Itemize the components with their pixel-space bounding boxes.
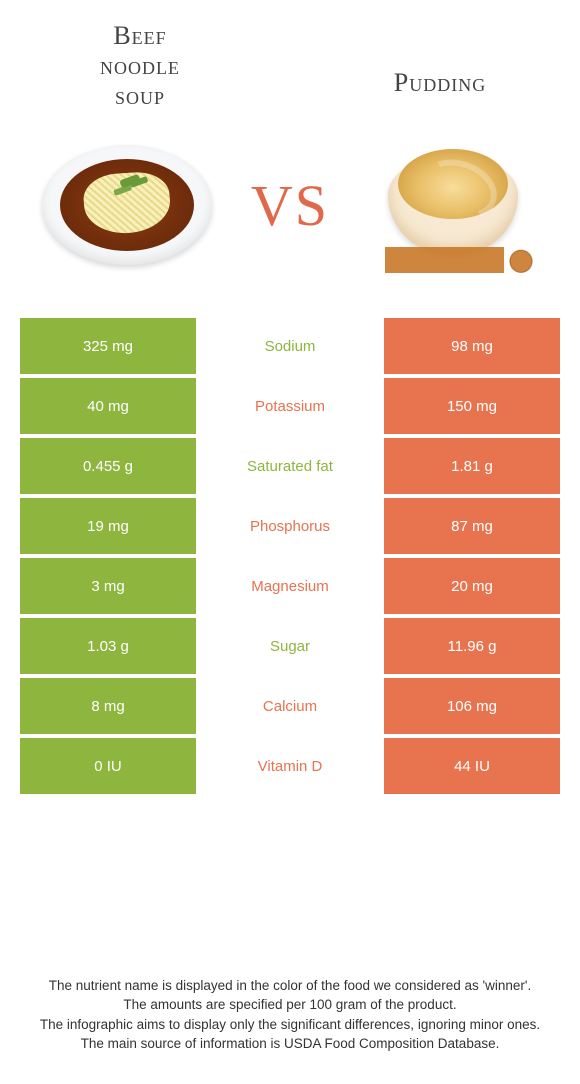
- table-row: 19 mgPhosphorus87 mg: [20, 498, 560, 554]
- table-row: 0 IUVitamin D44 IU: [20, 738, 560, 794]
- footer-line: The amounts are specified per 100 gram o…: [20, 995, 560, 1015]
- left-value-cell: 19 mg: [20, 498, 196, 554]
- table-row: 40 mgPotassium150 mg: [20, 378, 560, 434]
- table-row: 0.455 gSaturated fat1.81 g: [20, 438, 560, 494]
- nutrient-cell: Saturated fat: [196, 438, 384, 494]
- nutrient-cell: Magnesium: [196, 558, 384, 614]
- footer-notes: The nutrient name is displayed in the co…: [20, 976, 560, 1054]
- nutrient-cell: Sodium: [196, 318, 384, 374]
- right-value-cell: 44 IU: [384, 738, 560, 794]
- nutrient-cell: Vitamin D: [196, 738, 384, 794]
- table-row: 1.03 gSugar11.96 g: [20, 618, 560, 674]
- left-value-cell: 8 mg: [20, 678, 196, 734]
- soup-image: [42, 135, 212, 275]
- nutrient-cell: Sugar: [196, 618, 384, 674]
- right-value-cell: 150 mg: [384, 378, 560, 434]
- pudding-image: [368, 135, 538, 275]
- footer-line: The nutrient name is displayed in the co…: [20, 976, 560, 996]
- header: Beefnoodlesoup Pudding: [0, 0, 580, 120]
- footer-line: The main source of information is USDA F…: [20, 1034, 560, 1054]
- left-value-cell: 0.455 g: [20, 438, 196, 494]
- right-value-cell: 1.81 g: [384, 438, 560, 494]
- left-value-cell: 1.03 g: [20, 618, 196, 674]
- comparison-table: 325 mgSodium98 mg40 mgPotassium150 mg0.4…: [20, 318, 560, 794]
- left-value-cell: 0 IU: [20, 738, 196, 794]
- table-row: 3 mgMagnesium20 mg: [20, 558, 560, 614]
- left-food-title: Beefnoodlesoup: [40, 21, 240, 111]
- left-value-cell: 325 mg: [20, 318, 196, 374]
- nutrient-cell: Potassium: [196, 378, 384, 434]
- left-value-cell: 3 mg: [20, 558, 196, 614]
- right-value-cell: 87 mg: [384, 498, 560, 554]
- left-value-cell: 40 mg: [20, 378, 196, 434]
- nutrient-cell: Phosphorus: [196, 498, 384, 554]
- right-value-cell: 20 mg: [384, 558, 560, 614]
- table-row: 8 mgCalcium106 mg: [20, 678, 560, 734]
- footer-line: The infographic aims to display only the…: [20, 1015, 560, 1035]
- pudding-swirl-shape: [398, 149, 508, 219]
- right-value-cell: 106 mg: [384, 678, 560, 734]
- images-row: VS: [0, 120, 580, 300]
- right-value-cell: 98 mg: [384, 318, 560, 374]
- nutrient-cell: Calcium: [196, 678, 384, 734]
- pudding-caramel-shape: [368, 247, 538, 273]
- right-food-title: Pudding: [340, 68, 540, 98]
- table-row: 325 mgSodium98 mg: [20, 318, 560, 374]
- vs-label: VS: [251, 172, 329, 239]
- right-value-cell: 11.96 g: [384, 618, 560, 674]
